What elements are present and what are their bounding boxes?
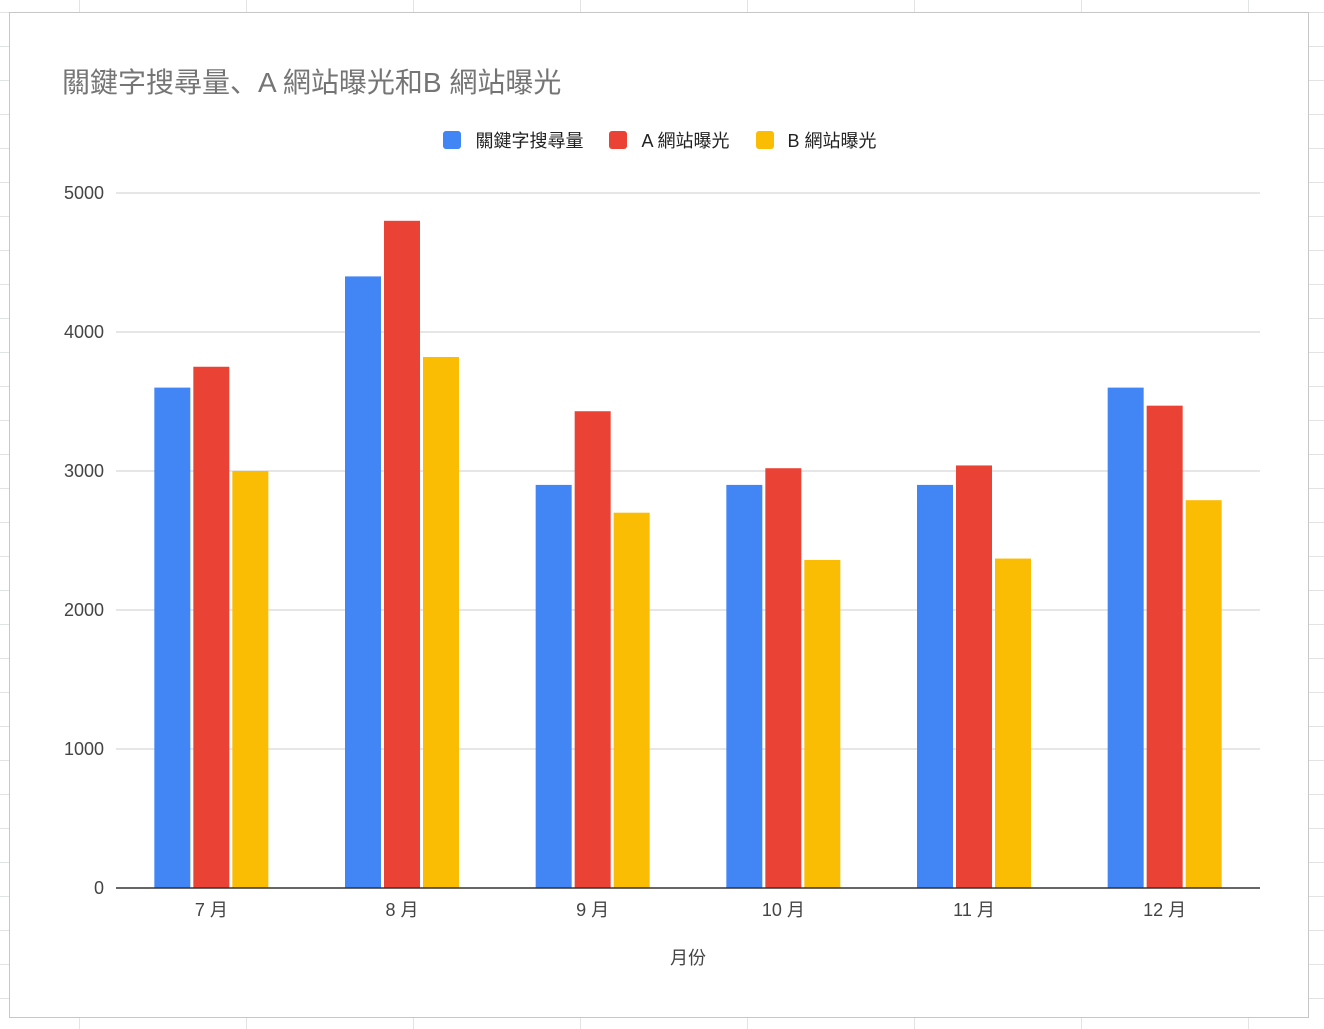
bar-10月-series-2[interactable] (765, 468, 802, 888)
bars (154, 220, 1222, 889)
x-tick-label-12月: 12 月 (1143, 900, 1186, 920)
chart-container[interactable]: 關鍵字搜尋量、A 網站曝光和B 網站曝光 關鍵字搜尋量 A 網站曝光 B 網站曝… (9, 12, 1309, 1018)
y-tick-label-4000: 4000 (64, 322, 104, 342)
legend-swatch-site-a (609, 131, 628, 149)
legend-item-site-a[interactable]: A 網站曝光 (609, 127, 730, 153)
x-tick-label-8月: 8 月 (385, 900, 418, 920)
bar-11月-series-2[interactable] (956, 465, 992, 888)
y-axis-tick-labels: 0 1000 2000 3000 4000 5000 (64, 183, 104, 898)
bar-12月-series-2[interactable] (1146, 405, 1183, 888)
bar-11月-series-3[interactable] (995, 558, 1031, 888)
y-tick-label-5000: 5000 (64, 183, 104, 203)
bar-9月-series-1[interactable] (535, 484, 572, 888)
bar-8月-series-2[interactable] (384, 220, 420, 889)
bar-8月-series-1[interactable] (345, 276, 381, 888)
legend-item-site-b[interactable]: B 網站曝光 (755, 127, 877, 153)
legend-label-search-volume: 關鍵字搜尋量 (475, 131, 584, 151)
x-tick-label-9月: 9 月 (576, 900, 609, 920)
bar-9月-series-2[interactable] (574, 411, 611, 888)
x-tick-label-7月: 7 月 (195, 900, 228, 920)
y-tick-label-1000: 1000 (64, 739, 104, 759)
x-tick-label-10月: 10 月 (762, 900, 805, 920)
y-tick-label-2000: 2000 (64, 600, 104, 620)
chart-legend: 關鍵字搜尋量 A 網站曝光 B 網站曝光 (10, 127, 1310, 153)
x-tick-label-11月: 11 月 (953, 900, 995, 920)
bar-chart-plot: 0 1000 2000 3000 4000 5000 7 月 8 月 9 月 10 月 11 月 1… (64, 183, 1260, 968)
chart-title: 關鍵字搜尋量、A 網站曝光和B 網站曝光 (62, 67, 562, 98)
bar-7月-series-3[interactable] (232, 471, 269, 888)
bar-10月-series-3[interactable] (804, 559, 841, 888)
bar-10月-series-1[interactable] (726, 484, 763, 888)
legend-swatch-site-b (755, 131, 774, 149)
bar-8月-series-3[interactable] (423, 357, 459, 888)
legend-item-search-volume[interactable]: 關鍵字搜尋量 (443, 127, 583, 153)
bar-11月-series-1[interactable] (917, 484, 953, 888)
gridlines (116, 192, 1260, 750)
bar-9月-series-3[interactable] (613, 512, 650, 888)
y-tick-label-0: 0 (94, 878, 104, 898)
bar-7月-series-1[interactable] (154, 387, 191, 888)
bar-12月-series-1[interactable] (1107, 387, 1144, 888)
x-axis-tick-labels: 7 月 8 月 9 月 10 月 11 月 12 月 (195, 900, 1186, 920)
bar-7月-series-2[interactable] (193, 366, 230, 888)
bar-12月-series-3[interactable] (1185, 500, 1222, 888)
x-axis-title: 月份 (670, 948, 706, 968)
legend-label-site-b: B 網站曝光 (787, 131, 877, 151)
y-tick-label-3000: 3000 (64, 461, 104, 481)
legend-label-site-a: A 網站曝光 (641, 131, 730, 151)
legend-swatch-search-volume (443, 131, 462, 149)
